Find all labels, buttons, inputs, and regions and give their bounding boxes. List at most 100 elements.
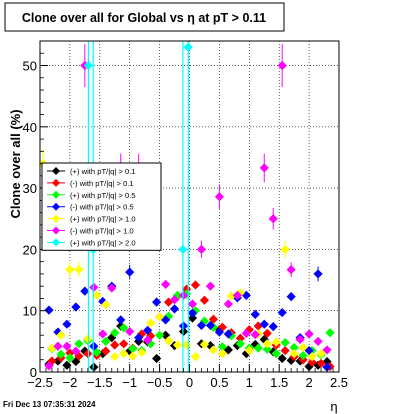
data-point [253,343,263,353]
data-point [125,267,135,277]
data-point [56,349,66,359]
data-point [304,329,314,339]
data-point [262,344,272,354]
data-point [101,336,111,346]
y-tick-label: 50 [23,59,37,74]
data-point [316,358,326,369]
data-point [160,315,171,325]
data-point [146,318,156,328]
data-point [313,269,323,279]
legend-entry: (-) with pT/|q| > 0.5 [47,202,134,212]
data-point [110,340,120,350]
data-point [289,349,299,359]
data-point [143,325,153,335]
x-tick-label: 2.5 [330,375,348,390]
data-point [169,304,180,314]
data-point [226,291,236,301]
data-point [187,299,198,309]
chart-title: Clone over all for Global vs η at pT > 0… [22,11,266,25]
data-point [271,349,281,359]
x-tick-label: −2.5 [27,375,53,390]
data-point [80,286,90,296]
data-point [235,339,245,349]
legend-label: (+) with pT/|q| > 0.1 [70,167,136,176]
data-point [125,326,135,337]
y-tick-label: 20 [23,242,37,257]
data-point [280,244,290,255]
data-point [107,283,117,293]
data-point [44,361,54,371]
legend-entry: (+) with pT/|q| > 0.5 [47,190,136,200]
data-point [217,342,227,352]
data-point [44,305,54,315]
y-axis-label: Clone over all (%) [8,109,23,218]
data-point [259,319,269,329]
data-point [208,345,219,355]
data-point [119,339,129,349]
data-point [101,299,111,310]
data-point [277,307,287,318]
data-point [196,244,207,255]
data-point [277,353,287,364]
data-point [62,319,72,329]
data-point [205,320,216,331]
data-point [217,322,227,332]
data-point [187,313,198,323]
data-point [241,328,251,338]
x-tick-label: 0 [186,375,193,390]
data-point [116,315,126,325]
legend: (+) with pT/|q| > 0.1 (-) with pT/|q| > 0… [41,162,162,251]
data-point [322,356,332,367]
data-point [74,265,84,275]
data-point [295,334,305,345]
data-point [65,265,75,275]
data-point [152,353,162,364]
data-point [128,351,138,361]
x-tick-label: −1.5 [87,375,113,390]
legend-marker [52,167,60,175]
data-point [71,346,81,356]
data-point [98,296,108,307]
data-point [250,330,260,340]
legend-entry: (+) with pT/|q| > 0.1 [47,167,136,176]
data-point [205,341,216,351]
data-point [134,333,144,343]
legend-label: (+) with pT/|q| > 0.5 [70,191,136,200]
data-point [325,328,335,338]
data-point [110,328,120,338]
data-point [187,308,198,318]
x-axis-label: η [330,399,337,414]
data-point [241,349,251,359]
data-point [65,353,75,363]
data-point [160,279,171,289]
data-point [322,345,332,355]
data-point [190,280,201,290]
data-point [163,297,174,307]
data-point [262,328,272,338]
y-tick-label: 0 [30,365,37,380]
data-point [259,163,269,173]
data-point [289,342,299,353]
data-point [98,349,108,359]
legend-label: (-) with pT/|q| > 0.5 [70,203,134,212]
data-point [163,336,174,346]
data-point [110,352,120,362]
x-tick-label: 1.5 [270,375,288,390]
series-3 [44,264,332,372]
legend-marker [52,238,60,247]
data-point [232,290,242,300]
data-point [199,295,210,305]
data-point [83,60,94,71]
data-point [262,339,272,349]
data-point [196,320,207,331]
data-point [137,347,147,357]
data-point [190,306,201,316]
data-point [101,346,111,356]
data-point [244,345,254,356]
data-point [250,309,260,319]
legend-marker [52,190,60,199]
data-point [119,323,129,333]
data-point [280,337,290,348]
x-tick-label: 2 [305,375,312,390]
